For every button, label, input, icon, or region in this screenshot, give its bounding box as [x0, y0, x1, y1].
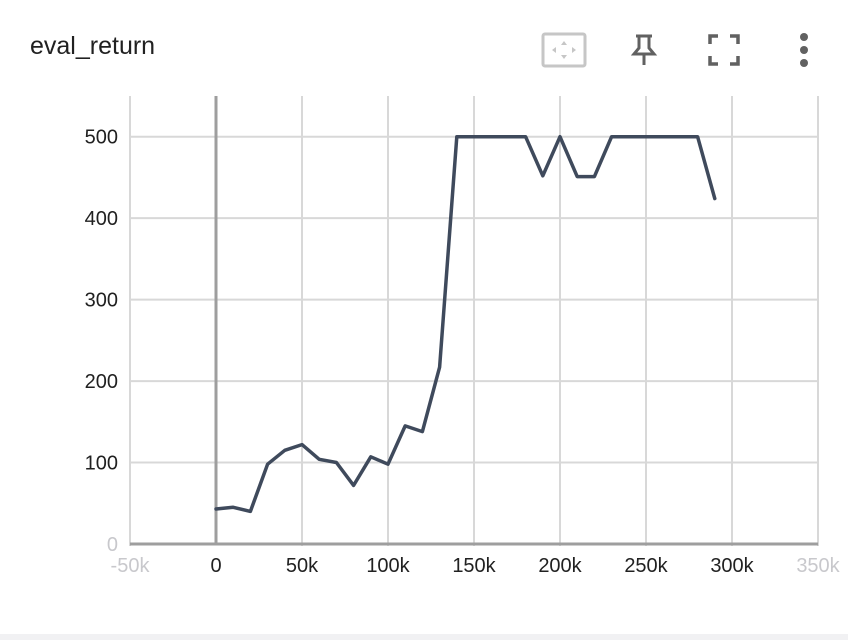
y-tick-label: 200	[85, 371, 118, 393]
chart-title: eval_return	[30, 32, 156, 60]
series-layer	[214, 134, 717, 514]
fullscreen-icon	[708, 34, 740, 66]
x-tick-label: -50k	[111, 555, 151, 577]
x-tick-label: 150k	[452, 555, 496, 577]
x-tick-label: 300k	[710, 555, 754, 577]
y-tick-label: 0	[107, 534, 118, 556]
x-tick-label: 0	[210, 555, 221, 577]
fit-domain-icon	[541, 32, 587, 68]
more-options-button[interactable]	[780, 26, 828, 74]
axes	[130, 96, 818, 546]
y-tick-label: 500	[85, 127, 118, 149]
x-tick-label: 100k	[366, 555, 410, 577]
y-tick-label: 100	[85, 453, 118, 475]
y-tick-label: 300	[85, 290, 118, 312]
more-options-icon	[800, 33, 808, 67]
fit-domain-button[interactable]	[540, 26, 588, 74]
pin-button[interactable]	[620, 26, 668, 74]
x-tick-label: 50k	[286, 555, 319, 577]
grid-lines	[129, 96, 819, 546]
x-tick-label: 250k	[624, 555, 668, 577]
fullscreen-button[interactable]	[700, 26, 748, 74]
series-line	[214, 134, 717, 514]
x-tick-label: 350k	[796, 555, 840, 577]
card-divider	[0, 634, 848, 640]
y-tick-label: 400	[85, 208, 118, 230]
pin-icon	[630, 34, 658, 65]
tick-labels: -50k 0 50k 100k 150k 200k 250k 300k 350k01002003…	[85, 127, 841, 577]
x-tick-label: 200k	[538, 555, 582, 577]
